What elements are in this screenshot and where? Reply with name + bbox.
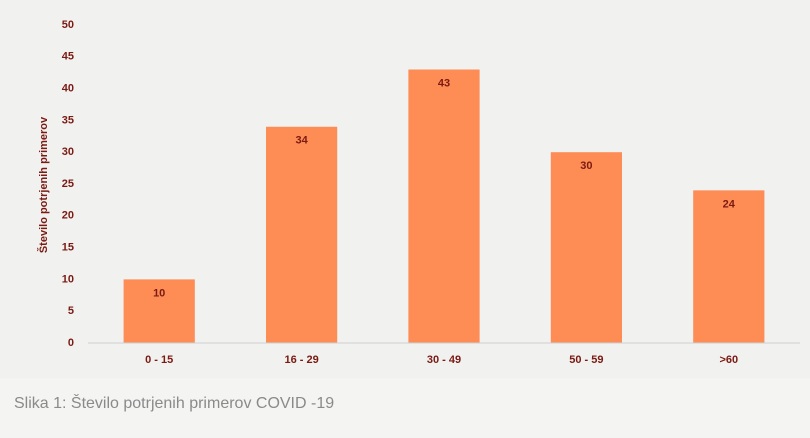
y-tick-label: 40 xyxy=(62,83,74,95)
x-tick-label: 30 - 49 xyxy=(427,354,461,366)
x-tick-label: 0 - 15 xyxy=(145,354,173,366)
x-tick-label: 16 - 29 xyxy=(284,354,318,366)
y-tick-label: 15 xyxy=(62,242,74,254)
bar xyxy=(266,126,338,343)
x-tick-label: >60 xyxy=(719,354,738,366)
bar xyxy=(123,279,195,343)
y-axis-label: Število potrjenih primerov xyxy=(37,116,50,253)
y-tick-label: 10 xyxy=(62,273,74,285)
y-tick-label: 5 xyxy=(68,305,74,317)
bar xyxy=(408,69,480,344)
x-tick-label: 50 - 59 xyxy=(569,354,603,366)
y-tick-label: 25 xyxy=(62,178,74,190)
y-tick-label: 20 xyxy=(62,210,74,222)
data-label: 34 xyxy=(295,135,308,147)
y-tick-label: 30 xyxy=(62,146,74,158)
y-tick-label: 50 xyxy=(62,19,74,31)
chart-background xyxy=(0,0,810,378)
data-label: 10 xyxy=(153,287,165,299)
y-tick-label: 0 xyxy=(68,337,74,349)
bar xyxy=(693,190,765,343)
y-tick-label: 45 xyxy=(62,51,74,63)
data-label: 43 xyxy=(438,77,450,89)
caption: Slika 1: Število potrjenih primerov COVI… xyxy=(14,393,334,412)
data-label: 30 xyxy=(580,160,592,172)
y-tick-label: 35 xyxy=(62,114,74,126)
data-label: 24 xyxy=(723,198,736,210)
bar xyxy=(550,152,622,343)
